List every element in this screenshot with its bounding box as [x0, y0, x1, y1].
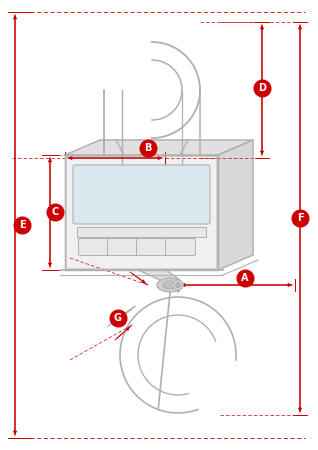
Polygon shape	[65, 155, 218, 270]
Polygon shape	[138, 270, 180, 280]
FancyBboxPatch shape	[79, 238, 108, 256]
FancyBboxPatch shape	[107, 238, 137, 256]
Text: E: E	[19, 220, 25, 230]
FancyBboxPatch shape	[165, 238, 196, 256]
Text: B: B	[144, 143, 152, 153]
Text: G: G	[114, 313, 122, 323]
Circle shape	[173, 280, 183, 290]
Polygon shape	[116, 140, 188, 155]
Text: D: D	[258, 83, 266, 93]
FancyBboxPatch shape	[136, 238, 167, 256]
Polygon shape	[218, 140, 253, 270]
Text: A: A	[241, 273, 249, 283]
Ellipse shape	[163, 281, 177, 289]
Ellipse shape	[157, 278, 183, 292]
Text: F: F	[297, 213, 303, 223]
Bar	[77, 227, 206, 237]
Polygon shape	[65, 140, 253, 155]
Circle shape	[176, 283, 181, 288]
Text: C: C	[52, 207, 59, 217]
FancyBboxPatch shape	[73, 165, 210, 224]
